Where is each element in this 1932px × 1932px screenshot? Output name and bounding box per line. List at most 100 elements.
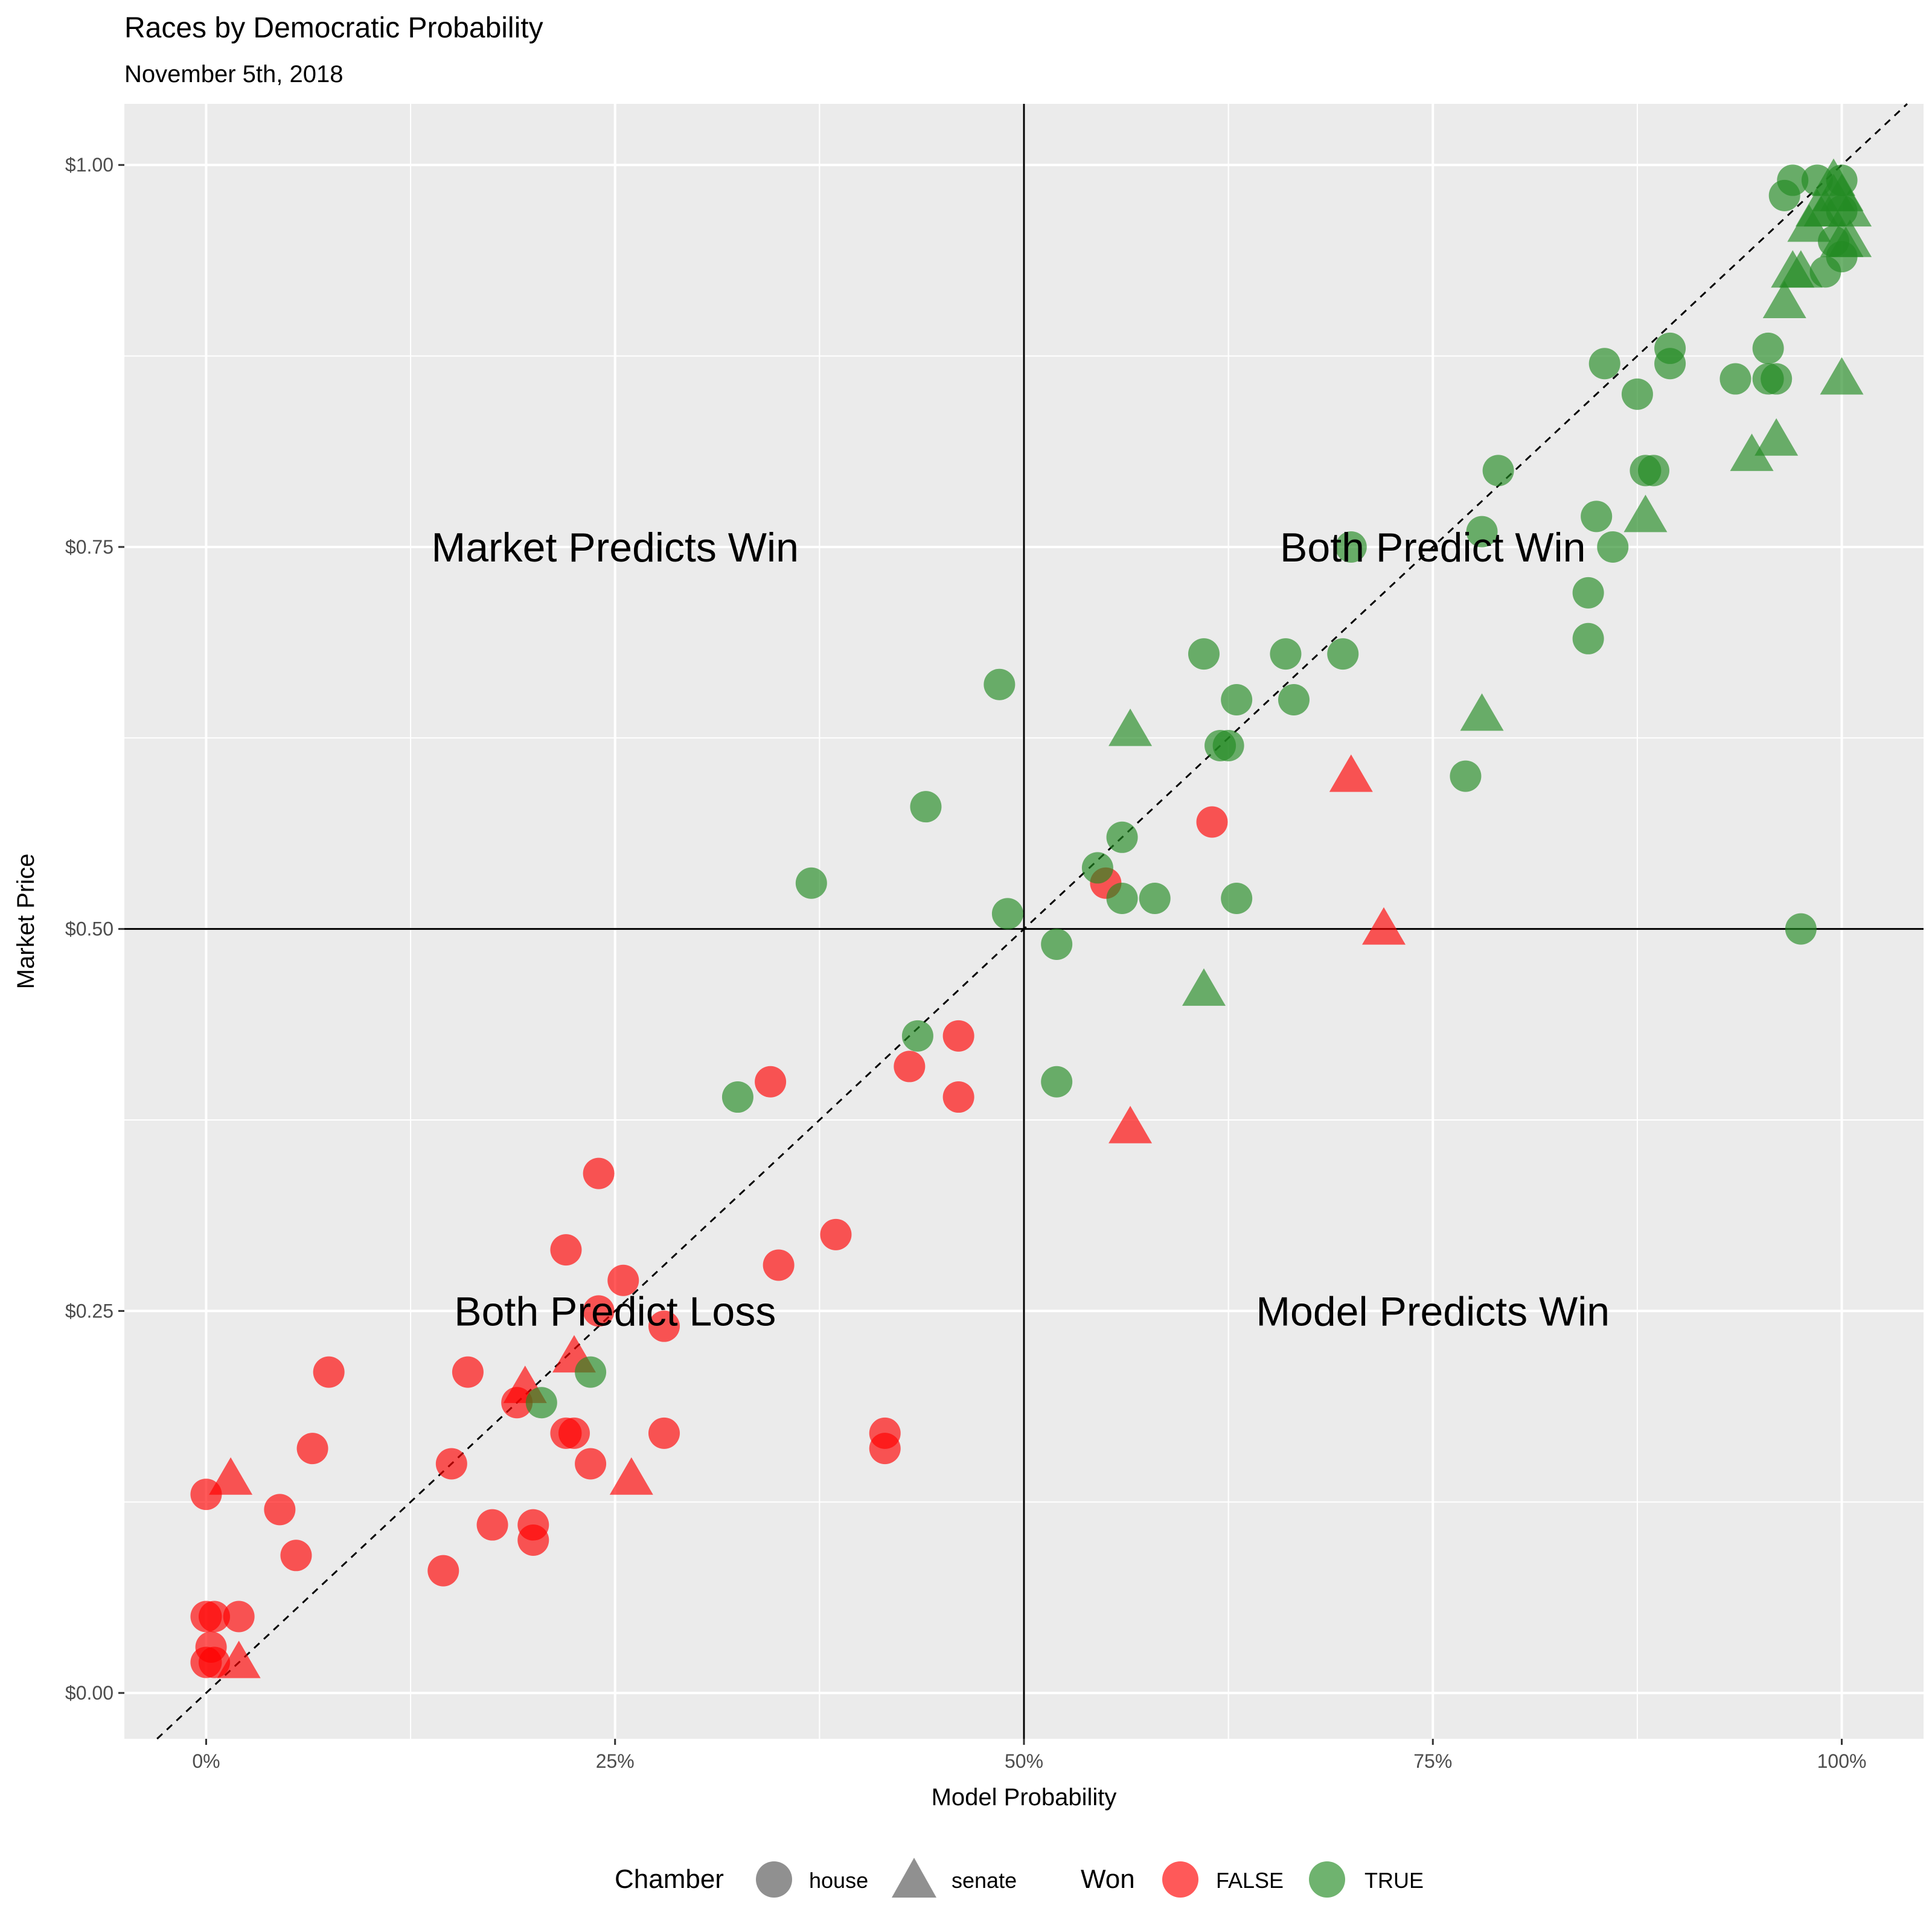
senate-point: [1460, 693, 1504, 731]
data-points: [190, 158, 1872, 1678]
quadrant-label: Model Predicts Win: [1256, 1288, 1610, 1334]
house-point: [648, 1417, 680, 1449]
chart-subtitle: November 5th, 2018: [124, 61, 343, 88]
house-point: [820, 1218, 852, 1250]
senate-point: [1762, 281, 1806, 319]
x-tick-label: 25%: [596, 1750, 635, 1772]
house-point: [1041, 928, 1073, 960]
senate-point: [1362, 907, 1406, 945]
quadrant-label: Both Predict Loss: [454, 1288, 776, 1334]
house-point: [517, 1524, 549, 1556]
house-point: [763, 1249, 795, 1281]
chart-title: Races by Democratic Probability: [124, 12, 543, 44]
house-point: [1041, 1066, 1073, 1098]
house-point: [942, 1081, 974, 1113]
house-point: [1188, 638, 1220, 670]
house-point: [575, 1448, 607, 1480]
house-point: [1752, 332, 1784, 364]
house-point: [910, 791, 942, 823]
house-point: [991, 898, 1023, 930]
legend-chamber-title: Chamber: [615, 1864, 724, 1894]
house-point: [1270, 638, 1302, 670]
x-axis-label: Model Probability: [932, 1784, 1117, 1811]
house-point: [550, 1234, 582, 1266]
house-point: [435, 1448, 467, 1480]
senate-point: [217, 1640, 261, 1678]
house-point: [313, 1356, 345, 1388]
house-point: [575, 1356, 607, 1388]
legend-true-label: TRUE: [1364, 1868, 1424, 1893]
house-point: [1335, 531, 1367, 563]
house-point: [1278, 684, 1310, 716]
house-point: [1196, 806, 1228, 838]
senate-point: [1623, 494, 1668, 533]
house-point: [1588, 348, 1620, 380]
house-point: [1572, 622, 1604, 654]
house-point: [558, 1417, 590, 1449]
house-point: [942, 1020, 974, 1052]
quadrant-label: Market Predicts Win: [432, 525, 799, 571]
legend-true-icon: [1309, 1861, 1345, 1898]
house-point: [525, 1387, 557, 1419]
house-point: [1638, 455, 1669, 487]
legend-false-label: FALSE: [1216, 1868, 1284, 1893]
y-tick-label: $0.00: [65, 1682, 114, 1704]
x-tick-label: 75%: [1413, 1750, 1452, 1772]
legend-won-title: Won: [1081, 1864, 1135, 1894]
house-point: [1221, 684, 1253, 716]
house-point: [1212, 729, 1244, 761]
senate-point: [1730, 433, 1774, 472]
house-point: [1482, 455, 1514, 487]
house-point: [648, 1310, 680, 1342]
house-point: [795, 867, 827, 899]
house-point: [894, 1051, 926, 1083]
senate-point: [1820, 357, 1864, 395]
senate-point: [209, 1457, 253, 1495]
y-tick-label: $0.75: [65, 536, 114, 558]
house-point: [1761, 363, 1793, 395]
house-point: [199, 1601, 230, 1633]
house-point: [755, 1066, 787, 1098]
senate-point: [1182, 968, 1226, 1006]
house-point: [1597, 531, 1629, 563]
house-point: [1777, 164, 1809, 196]
house-point: [1081, 852, 1113, 884]
senate-point: [1828, 219, 1872, 257]
y-axis-label: Market Price: [13, 854, 39, 990]
house-point: [280, 1540, 312, 1572]
house-point: [583, 1295, 615, 1327]
house-point: [1572, 577, 1604, 609]
legend-house-label: house: [809, 1868, 868, 1893]
house-point: [1654, 348, 1686, 380]
senate-point: [1108, 708, 1153, 746]
house-point: [1719, 363, 1751, 395]
senate-point: [1779, 250, 1823, 288]
senate-point: [1108, 1105, 1153, 1144]
house-point: [721, 1081, 753, 1113]
house-point: [1621, 378, 1653, 410]
y-tick-label: $1.00: [65, 154, 114, 176]
legend: Chamber house senate Won FALSE TRUE: [615, 1858, 1424, 1898]
house-point: [476, 1509, 508, 1541]
house-point: [984, 668, 1016, 700]
house-point: [583, 1157, 615, 1189]
house-point: [1785, 913, 1817, 945]
legend-false-icon: [1162, 1861, 1198, 1898]
quadrant-label: Both Predict Win: [1280, 525, 1585, 571]
legend-house-icon: [756, 1861, 792, 1898]
legend-senate-icon: [892, 1858, 936, 1898]
house-point: [607, 1264, 639, 1296]
house-point: [452, 1356, 484, 1388]
senate-point: [1828, 189, 1872, 227]
senate-point: [1329, 754, 1373, 792]
house-point: [427, 1555, 459, 1587]
house-point: [223, 1601, 255, 1633]
house-point: [1450, 760, 1482, 792]
house-point: [1106, 883, 1138, 915]
y-tick-label: $0.50: [65, 918, 114, 940]
quadrant-annotations: Market Predicts Win Both Predict Win Both …: [432, 525, 1610, 1334]
x-tick-label: 50%: [1005, 1750, 1043, 1772]
x-tick-label: 100%: [1817, 1750, 1867, 1772]
house-point: [1139, 883, 1171, 915]
